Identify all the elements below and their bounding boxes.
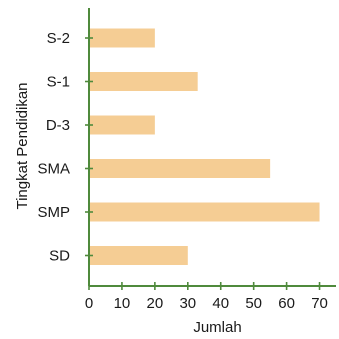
x-tick-label-30: 30	[179, 295, 196, 312]
y-tick-label-sd: SD	[49, 248, 70, 265]
x-tick-label-10: 10	[114, 295, 131, 312]
bar-s-1	[90, 72, 198, 91]
y-tick-label-s-2: S-2	[47, 30, 70, 47]
y-tick-label-s-1: S-1	[47, 74, 70, 91]
bar-sd	[90, 246, 188, 265]
bars-group	[90, 28, 320, 265]
x-tick-label-70: 70	[311, 295, 328, 312]
y-tick-label-d-3: D-3	[46, 117, 70, 134]
bar-d-3	[90, 115, 155, 135]
y-tick-label-smp: SMP	[37, 204, 70, 221]
x-tick-label-50: 50	[245, 295, 262, 312]
bar-smp	[90, 202, 320, 222]
x-tick-label-0: 0	[85, 295, 93, 312]
x-tick-labels: 0 10 20 30 40 50 60 70	[85, 295, 328, 312]
bar-sma	[90, 159, 271, 178]
y-tick-labels: S-2 S-1 D-3 SMA SMP SD	[37, 30, 70, 265]
x-tick-label-20: 20	[147, 295, 164, 312]
bar-s-2	[90, 28, 155, 48]
y-axis-title: Tingkat Pendidikan	[14, 82, 31, 209]
x-tick-label-60: 60	[278, 295, 295, 312]
x-axis-title: Jumlah	[193, 319, 241, 336]
y-tick-label-sma: SMA	[37, 161, 70, 178]
x-tick-label-40: 40	[212, 295, 229, 312]
